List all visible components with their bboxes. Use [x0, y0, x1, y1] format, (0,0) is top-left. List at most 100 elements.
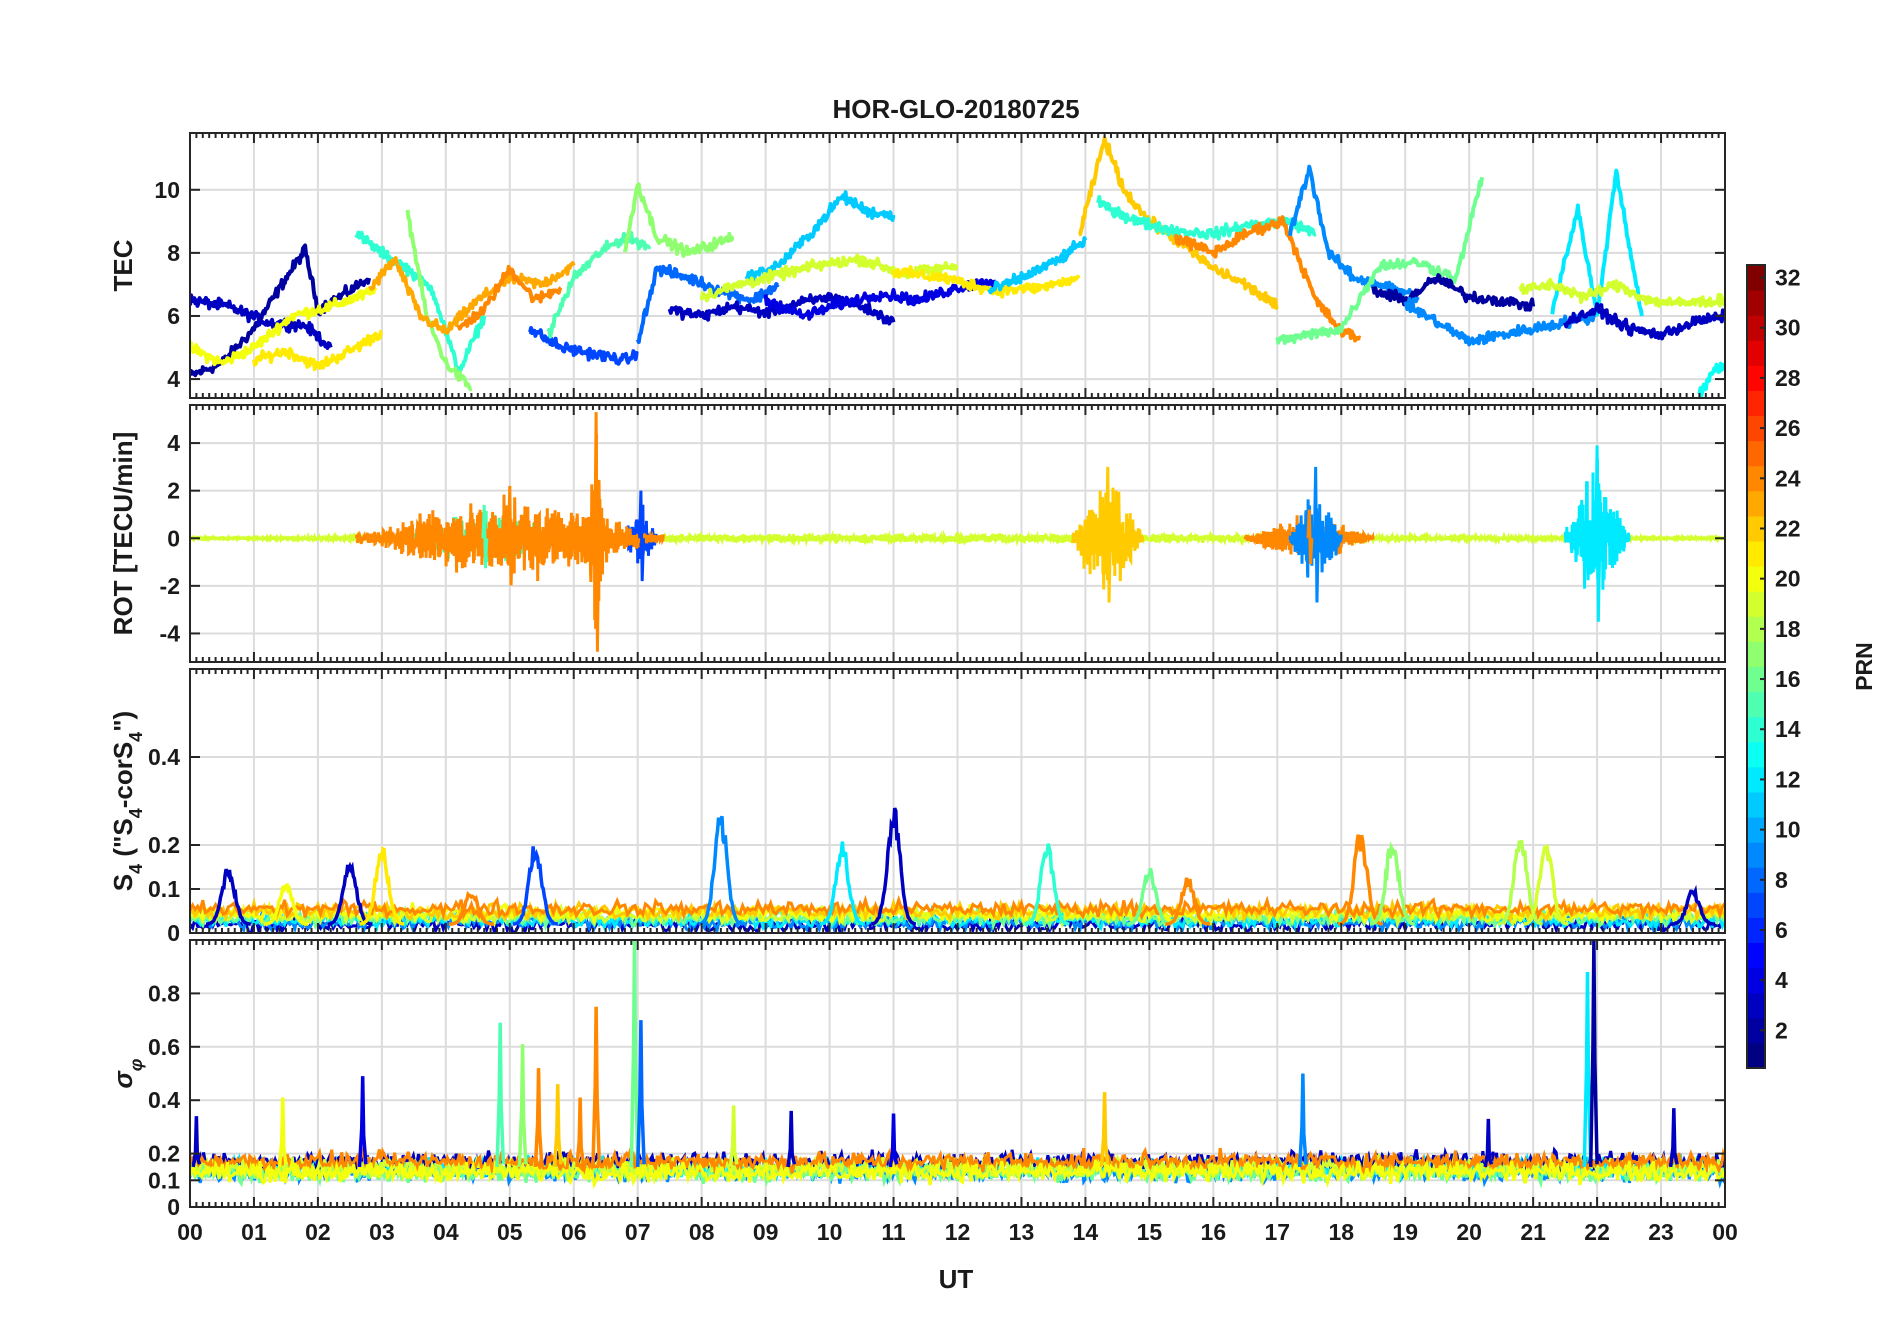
y-axis-title-part: S: [108, 874, 138, 891]
s4-peak: [1497, 839, 1543, 926]
sigma-spike: [1483, 1118, 1494, 1168]
sigma-spike: [635, 1020, 646, 1168]
y-tick-label: 4: [167, 366, 180, 392]
series-line: [1288, 164, 1420, 304]
colorbar-tick-label: 4: [1775, 967, 1788, 993]
x-tick-label: 22: [1584, 1219, 1610, 1245]
sigma-spike: [1099, 1092, 1110, 1168]
sigma-spike: [533, 1068, 544, 1168]
s4-peak: [205, 868, 251, 926]
series-line: [252, 329, 383, 372]
series-line: [546, 231, 652, 339]
x-tick-label: 18: [1328, 1219, 1354, 1245]
rot-spike: [1312, 466, 1320, 603]
sigma-spike: [357, 1076, 368, 1168]
y-tick-label: 0: [167, 920, 180, 946]
sigma-spike: [1297, 1073, 1308, 1168]
colorbar-band: [1747, 290, 1765, 316]
y-tick-label: 0.6: [148, 1034, 180, 1060]
colorbar-band: [1747, 716, 1765, 743]
colorbar-band: [1747, 490, 1765, 517]
x-tick-label: 20: [1456, 1219, 1482, 1245]
colorbar-label: PRN: [1851, 642, 1877, 691]
y-tick-label: 10: [154, 177, 180, 203]
colorbar-band: [1747, 967, 1765, 994]
colorbar-band: [1747, 365, 1765, 391]
series-line: [987, 236, 1088, 295]
x-tick-label: 17: [1264, 1219, 1290, 1245]
y-axis-title-part: 4: [126, 864, 146, 874]
y-axis-title: S4 ("S4-corS4"): [108, 711, 146, 891]
series-line: [1275, 176, 1484, 345]
sigma-spike: [888, 1113, 899, 1168]
colorbar-band: [1747, 465, 1765, 492]
x-tick-label: 14: [1073, 1219, 1099, 1245]
s4-peak: [449, 890, 494, 926]
rot-spike: [507, 485, 514, 586]
y-tick-label: 0.4: [148, 1087, 180, 1113]
y-tick-label: -2: [160, 573, 180, 599]
colorbar-tick-label: 24: [1775, 465, 1801, 491]
sigma-spike: [629, 940, 640, 1167]
x-tick-label: 08: [689, 1219, 715, 1245]
x-tick-label: 00: [177, 1219, 203, 1245]
s4-peak: [1523, 844, 1569, 926]
plot-area: [190, 940, 1725, 1190]
sigma-baseline: [190, 1156, 1725, 1190]
s4-peak: [1165, 877, 1211, 926]
colorbar-tick-label: 6: [1775, 917, 1788, 943]
colorbar-band: [1747, 340, 1765, 366]
colorbar-band: [1747, 440, 1765, 467]
plot-area: [190, 136, 1725, 398]
x-tick-label: 10: [817, 1219, 843, 1245]
x-tick-label: 09: [753, 1219, 779, 1245]
colorbar-tick-label: 8: [1775, 867, 1788, 893]
y-tick-label: -4: [160, 620, 181, 646]
series-line: [763, 278, 997, 321]
colorbar-band: [1747, 515, 1765, 542]
colorbar-tick-label: 30: [1775, 315, 1801, 341]
colorbar-tick-label: 32: [1775, 265, 1801, 291]
s4-peak: [1670, 884, 1716, 926]
colorbar-frame: [1746, 264, 1766, 1069]
sigma-spike: [495, 1022, 506, 1168]
x-axis-title: UT: [939, 1264, 974, 1294]
series-line: [1550, 168, 1644, 317]
s4-panel: 00.10.20.4S4 ("S4-corS4"): [108, 668, 1726, 946]
colorbar-tick-label: 20: [1775, 566, 1801, 592]
s4-peak: [1369, 841, 1415, 926]
x-tick-label: 23: [1648, 1219, 1674, 1245]
sigma-spike: [552, 1084, 563, 1168]
colorbar-tick-label: 22: [1775, 515, 1801, 541]
sigma-spike: [591, 1006, 602, 1167]
sigma-spike: [191, 1116, 202, 1168]
s4-peak: [513, 846, 559, 926]
sigma-spike: [786, 1110, 797, 1168]
y-axis-title-part: 4: [126, 732, 146, 742]
s4-peak: [359, 846, 405, 926]
x-tick-label: 15: [1137, 1219, 1163, 1245]
rot-spike: [638, 490, 645, 582]
y-axis-title-part: φ: [126, 1058, 146, 1071]
series-line: [190, 293, 333, 350]
x-tick-label: 01: [241, 1219, 267, 1245]
colorbar-tick-label: 16: [1775, 666, 1801, 692]
rot-spike: [1105, 466, 1112, 603]
colorbar-tick-label: 26: [1775, 415, 1801, 441]
x-tick-label: 07: [625, 1219, 651, 1245]
y-tick-label: 6: [167, 303, 180, 329]
colorbar-band: [1747, 616, 1765, 642]
colorbar-tick-label: 14: [1775, 716, 1801, 742]
colorbar-band: [1747, 315, 1765, 341]
x-tick-label: 19: [1392, 1219, 1418, 1245]
s4-baseline: [190, 900, 1725, 927]
x-tick-label: 03: [369, 1219, 395, 1245]
x-tick-label: 04: [433, 1219, 459, 1245]
colorbar-band: [1747, 641, 1765, 667]
y-axis-title-part: σ: [108, 1069, 138, 1088]
sigma-spike: [1668, 1108, 1679, 1168]
sigma-phi-panel: 00.10.2 0.4 0.6 0.8 σφ: [108, 939, 1726, 1220]
